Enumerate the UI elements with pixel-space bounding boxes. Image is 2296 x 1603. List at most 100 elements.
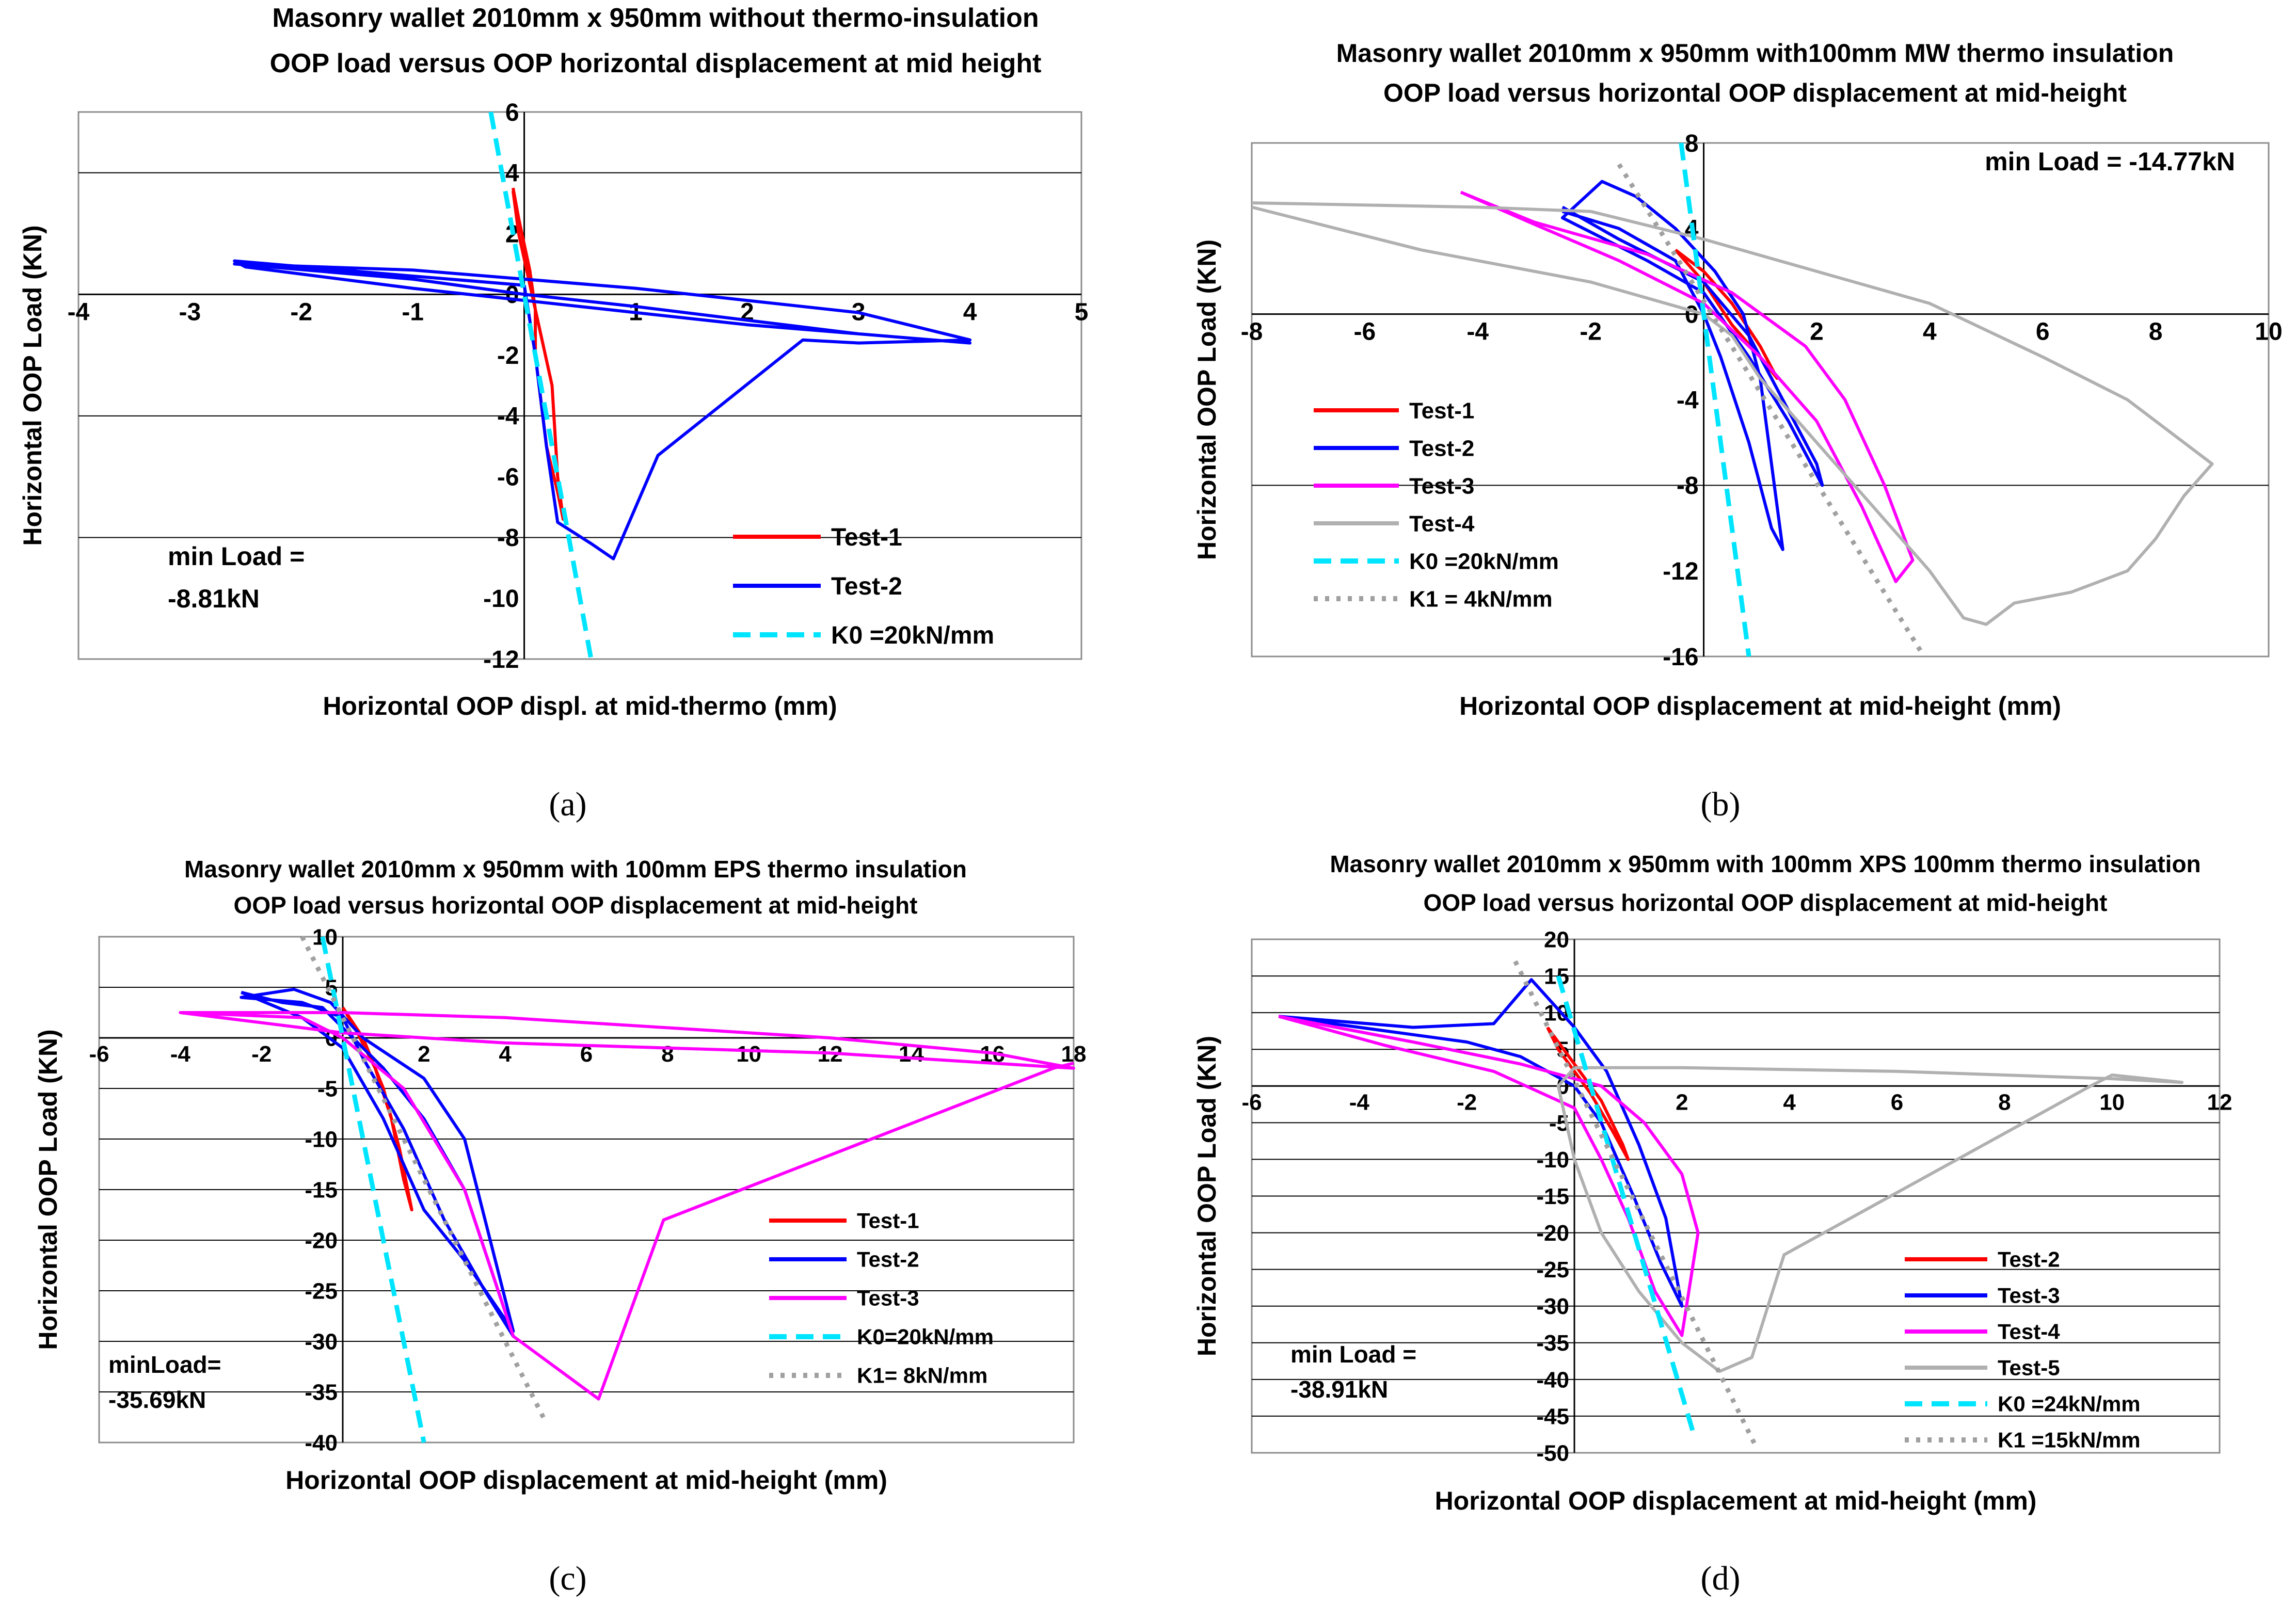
chart-title-line: OOP load versus horizontal OOP displacem… [1383, 78, 2127, 107]
y-axis-label: Horizontal OOP Load (KN) [34, 1029, 62, 1350]
min-load-annotation: -35.69kN [108, 1386, 206, 1413]
y-tick-label: -10 [483, 585, 519, 613]
y-tick-label: -12 [1663, 558, 1698, 585]
y-tick-label: -8 [1677, 472, 1699, 500]
y-tick-label: 15 [1544, 964, 1569, 989]
legend-label: Test-1 [857, 1209, 919, 1233]
x-tick-label: -4 [170, 1041, 191, 1067]
y-tick-label: -2 [497, 342, 519, 370]
legend-label: K0 =20kN/mm [1409, 549, 1559, 574]
y-tick-label: -40 [1536, 1367, 1569, 1392]
x-tick-label: -6 [1241, 1089, 1262, 1115]
series-line-1 [1546, 1026, 1630, 1161]
chart-title-line: OOP load versus OOP horizontal displacem… [270, 49, 1042, 78]
y-tick-label: -35 [1536, 1331, 1569, 1356]
y-tick-label: -15 [1536, 1184, 1569, 1209]
plot-area [77, 111, 1082, 660]
legend-label: Test-2 [857, 1247, 919, 1272]
legend-label: Test-3 [857, 1286, 919, 1310]
y-tick-label: -5 [317, 1076, 338, 1101]
min-load-annotation: -38.91kN [1290, 1376, 1388, 1403]
x-tick-label: -4 [1466, 318, 1489, 346]
y-tick-label: 4 [505, 160, 519, 187]
min-load-annotation: -8.81kN [168, 584, 260, 613]
x-tick-label: 4 [1923, 318, 1937, 346]
legend-label: Test-5 [1998, 1356, 2060, 1380]
y-tick-label: -30 [305, 1329, 338, 1354]
y-tick-label: -25 [1536, 1257, 1569, 1283]
y-tick-label: -15 [305, 1177, 338, 1203]
plot-area [1251, 142, 2270, 658]
series-line-2 [1278, 978, 1684, 1308]
x-tick-label: 4 [1783, 1089, 1796, 1115]
x-axis-label: Horizontal OOP displacement at mid-heigh… [1435, 1486, 2037, 1515]
series-line-3 [1460, 190, 1915, 583]
x-tick-label: -2 [251, 1041, 272, 1067]
x-tick-label: 10 [2099, 1089, 2125, 1115]
x-tick-label: -2 [1580, 318, 1602, 346]
y-tick-label: -4 [1677, 387, 1699, 414]
min-load-annotation: min Load = -14.77kN [1985, 147, 2235, 176]
subfigure-caption: (b) [1701, 786, 1741, 823]
legend-label: Test-4 [1409, 511, 1475, 536]
x-tick-label: -1 [402, 298, 424, 326]
legend-label: Test-4 [1998, 1320, 2060, 1344]
legend-label: Test-2 [1998, 1247, 2060, 1272]
y-tick-label: 6 [505, 99, 519, 126]
series-line-4 [1251, 201, 2214, 626]
x-tick-label: 6 [2036, 318, 2050, 346]
min-load-annotation: minLoad= [108, 1351, 221, 1378]
legend-label: Test-3 [1998, 1284, 2060, 1308]
y-tick-label: -10 [1536, 1147, 1569, 1173]
y-tick-label: -30 [1536, 1294, 1569, 1319]
x-tick-label: 10 [2255, 318, 2282, 346]
legend-label: Test-3 [1409, 473, 1474, 499]
x-tick-label: 6 [1891, 1089, 1903, 1115]
chart-b: Masonry wallet 2010mm x 950mm with100mm … [1192, 39, 2283, 823]
x-tick-label: 8 [1998, 1089, 2011, 1115]
y-tick-label: -25 [305, 1278, 338, 1304]
subfigure-caption: (c) [549, 1560, 586, 1597]
legend-label: Test-1 [831, 524, 902, 551]
x-tick-label: 2 [1810, 318, 1824, 346]
y-tick-label: -16 [1663, 644, 1698, 671]
y-tick-label: -12 [483, 646, 519, 674]
y-tick-label: -4 [497, 403, 519, 430]
y-tick-label: -20 [1536, 1221, 1569, 1246]
series-line-4 [1556, 1066, 2184, 1373]
x-tick-label: 4 [499, 1041, 512, 1067]
legend-label: K1 =15kN/mm [1998, 1428, 2141, 1452]
x-tick-label: 12 [2207, 1089, 2233, 1115]
chart-title-line: OOP load versus horizontal OOP displacem… [234, 892, 918, 919]
x-tick-label: -6 [1354, 318, 1376, 346]
x-tick-label: 2 [1676, 1089, 1688, 1115]
x-tick-label: -4 [68, 298, 90, 326]
x-tick-label: 10 [736, 1041, 761, 1067]
series-line-3 [488, 111, 594, 660]
x-tick-label: 4 [963, 298, 977, 326]
series-line-3 [1278, 1015, 1700, 1337]
subfigure-caption: (a) [549, 786, 586, 823]
legend-label: K1 = 4kN/mm [1409, 586, 1553, 612]
x-tick-label: 18 [1061, 1041, 1087, 1067]
y-tick-label: -10 [305, 1127, 338, 1152]
series-line-2 [1560, 180, 1824, 551]
legend-label: Test-2 [831, 573, 902, 600]
series-line-5 [1679, 142, 1751, 657]
y-axis-label: Horizontal OOP Load (KN) [1192, 1036, 1221, 1356]
x-axis-label: Horizontal OOP displacement at mid-heigh… [1459, 692, 2061, 720]
series-line-3 [179, 1011, 1075, 1401]
subfigure-caption: (d) [1701, 1560, 1741, 1597]
x-tick-label: 8 [2149, 318, 2163, 346]
y-tick-label: 20 [1544, 927, 1569, 952]
x-tick-label: -8 [1241, 318, 1263, 346]
x-axis-label: Horizontal OOP displacement at mid-heigh… [285, 1466, 887, 1495]
y-tick-label: -35 [305, 1380, 338, 1405]
x-tick-label: -4 [1349, 1089, 1370, 1115]
series-line-2 [233, 259, 972, 560]
y-tick-label: -50 [1536, 1440, 1569, 1466]
chart-c: Masonry wallet 2010mm x 950mm with 100mm… [34, 856, 1086, 1597]
y-tick-label: -40 [305, 1430, 338, 1455]
legend-label: K0 =20kN/mm [831, 622, 994, 649]
